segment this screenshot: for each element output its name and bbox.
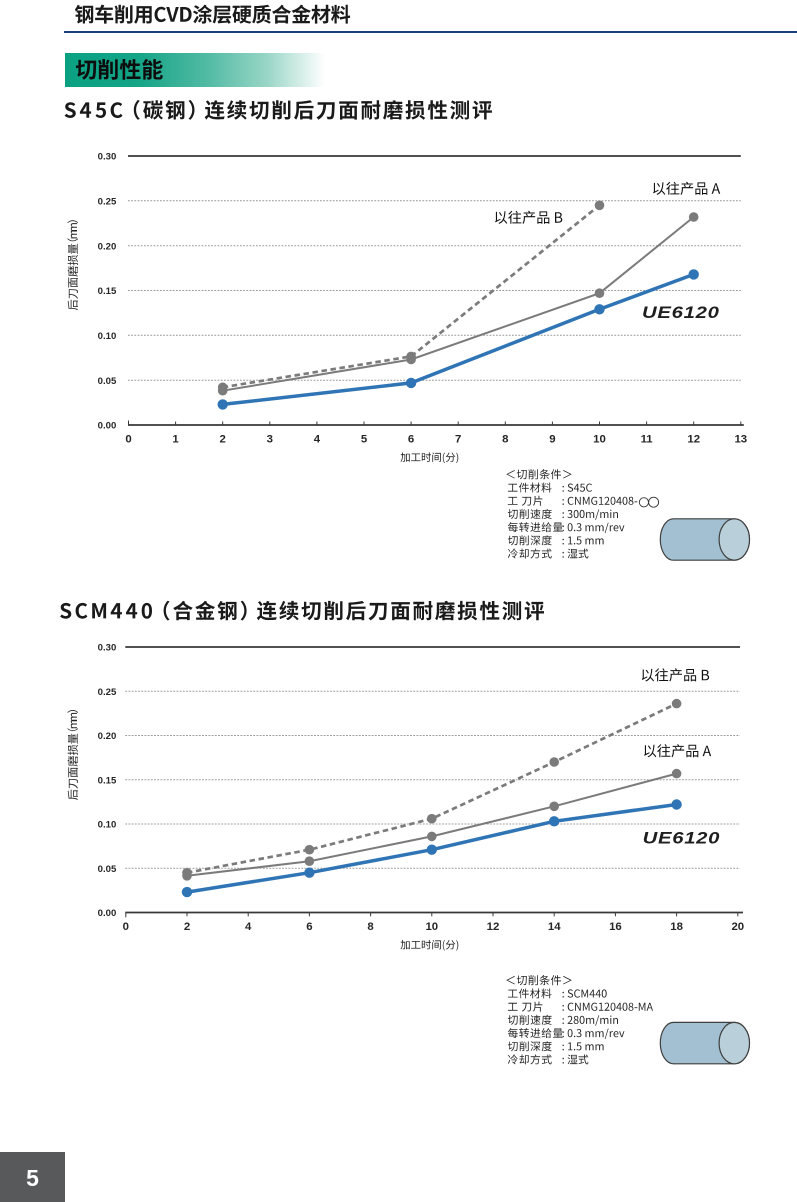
svg-text:10: 10 bbox=[425, 921, 438, 933]
svg-text:UE6120: UE6120 bbox=[643, 828, 721, 847]
svg-text:0.25: 0.25 bbox=[98, 687, 117, 698]
svg-text:8: 8 bbox=[502, 433, 508, 445]
svg-text:0: 0 bbox=[125, 433, 131, 445]
svg-text:16: 16 bbox=[609, 921, 622, 933]
svg-text:14: 14 bbox=[548, 921, 561, 933]
svg-text:13: 13 bbox=[734, 433, 747, 445]
svg-text:0.10: 0.10 bbox=[98, 331, 117, 342]
svg-text:0.10: 0.10 bbox=[98, 820, 117, 831]
svg-text:2: 2 bbox=[220, 433, 226, 445]
svg-text:10: 10 bbox=[593, 433, 606, 445]
svg-text:12: 12 bbox=[487, 921, 500, 933]
svg-text:4: 4 bbox=[245, 921, 252, 933]
svg-text:0.05: 0.05 bbox=[98, 376, 117, 387]
svg-text:5: 5 bbox=[361, 433, 368, 445]
svg-text:0.00: 0.00 bbox=[98, 421, 117, 432]
svg-text:0.00: 0.00 bbox=[98, 908, 117, 919]
svg-text:8: 8 bbox=[367, 921, 373, 933]
svg-text:0.30: 0.30 bbox=[98, 643, 117, 654]
svg-text:0.20: 0.20 bbox=[98, 731, 117, 742]
svg-text:6: 6 bbox=[408, 433, 414, 445]
svg-text:4: 4 bbox=[314, 433, 321, 445]
svg-text:0: 0 bbox=[123, 921, 129, 933]
svg-text:18: 18 bbox=[670, 921, 683, 933]
svg-text:12: 12 bbox=[687, 433, 700, 445]
svg-text:7: 7 bbox=[455, 433, 461, 445]
svg-text:9: 9 bbox=[549, 433, 555, 445]
svg-text:0.15: 0.15 bbox=[98, 286, 117, 297]
svg-text:UE6120: UE6120 bbox=[642, 303, 720, 322]
svg-text:3: 3 bbox=[267, 433, 273, 445]
svg-text:20: 20 bbox=[731, 921, 744, 933]
svg-text:0.25: 0.25 bbox=[98, 197, 117, 208]
svg-text:0.15: 0.15 bbox=[98, 776, 117, 787]
svg-text:1: 1 bbox=[172, 433, 179, 445]
svg-text:6: 6 bbox=[306, 921, 312, 933]
svg-text:0.30: 0.30 bbox=[98, 152, 117, 163]
svg-text:2: 2 bbox=[184, 921, 190, 933]
svg-text:11: 11 bbox=[641, 433, 654, 445]
svg-text:0.05: 0.05 bbox=[98, 864, 117, 875]
svg-text:0.20: 0.20 bbox=[98, 241, 117, 252]
